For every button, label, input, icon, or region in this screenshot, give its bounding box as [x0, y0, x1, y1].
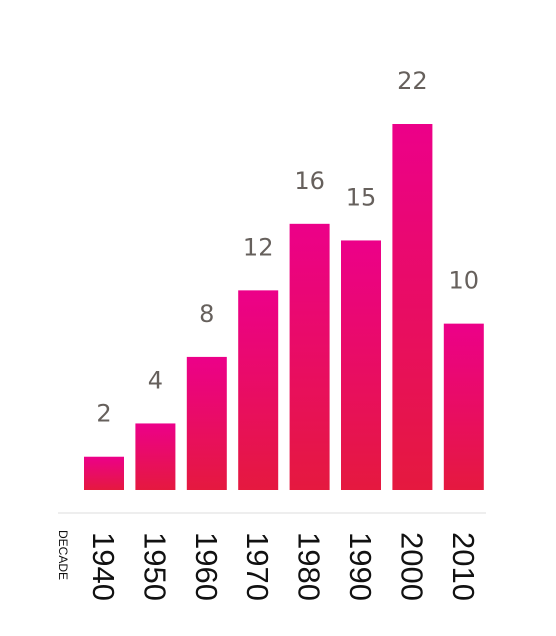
value-label-1980: 16	[294, 167, 325, 195]
tick-label-1940: 1940	[86, 532, 121, 601]
value-label-1970: 12	[243, 233, 274, 261]
x-axis-title: DECADE	[56, 530, 70, 580]
tick-label-2010: 2010	[446, 532, 481, 601]
tick-label-1980: 1980	[292, 532, 327, 601]
bar-1960	[186, 356, 227, 490]
value-label-2000: 22	[397, 67, 428, 95]
bars-layer	[84, 124, 484, 490]
bar-2010	[443, 323, 484, 490]
tick-labels-layer: 1940 1950 1960 1970 1980 1990 2000 2010	[86, 532, 481, 601]
value-label-1940: 2	[96, 400, 111, 428]
bar-1940	[84, 456, 124, 490]
bar-1980	[289, 223, 330, 490]
bar-1970	[238, 290, 279, 490]
tick-label-1990: 1990	[343, 532, 378, 601]
bar-1990	[341, 240, 381, 490]
tick-label-1950: 1950	[137, 532, 172, 601]
tick-label-2000: 2000	[394, 532, 429, 601]
tick-label-1960: 1960	[189, 532, 224, 601]
bar-2000	[392, 124, 433, 490]
tick-label-1970: 1970	[240, 532, 275, 601]
value-labels-layer: 2 4 8 12 16 15 22 10	[96, 67, 479, 428]
value-label-1960: 8	[199, 300, 214, 328]
bar-1950	[135, 423, 176, 490]
value-label-1950: 4	[148, 366, 163, 394]
value-label-2010: 10	[449, 267, 480, 295]
value-label-1990: 15	[346, 183, 377, 211]
